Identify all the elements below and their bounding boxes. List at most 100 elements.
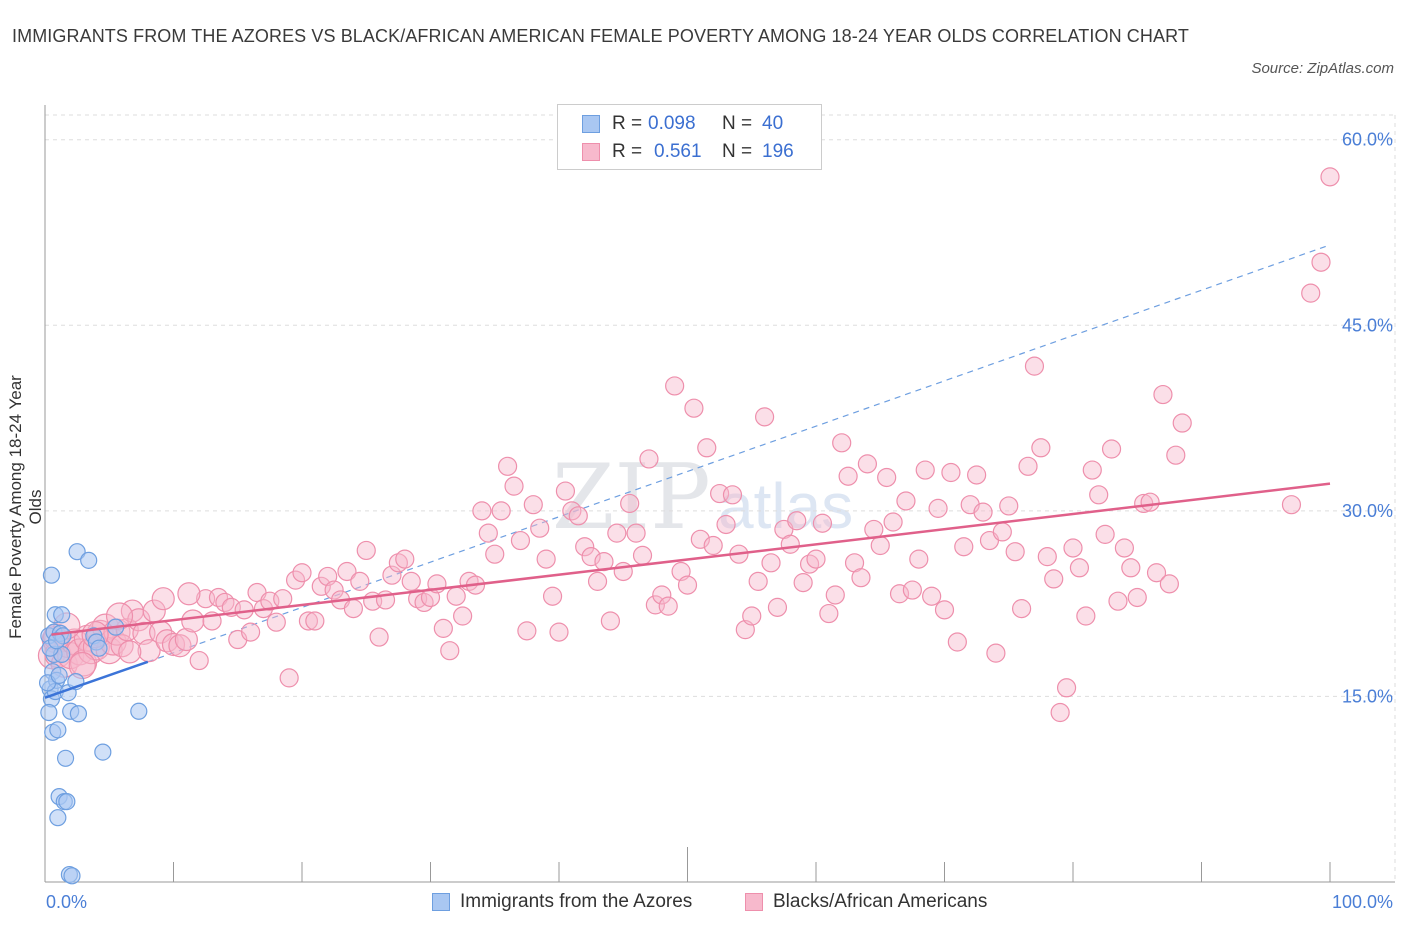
azores-legend-label: Immigrants from the Azores (460, 891, 693, 912)
blacks-point (181, 609, 205, 633)
blacks-point (1127, 587, 1147, 608)
watermark: ZIP atlas (552, 445, 853, 550)
blacks-point (369, 627, 389, 647)
azores-point (53, 606, 71, 624)
blacks-point (909, 549, 929, 569)
blacks-point (472, 501, 492, 521)
y-tick-label: 15.0% (1342, 686, 1393, 706)
n-label: N = (722, 141, 753, 162)
blacks-point (1011, 599, 1032, 619)
watermark-atlas: atlas (718, 470, 853, 542)
blacks-point (889, 584, 910, 604)
blacks-point (607, 523, 627, 543)
blacks-point (395, 549, 415, 569)
azores-point (49, 721, 67, 739)
blacks-point (536, 549, 556, 569)
blacks-point (620, 493, 640, 514)
blacks-point (928, 498, 948, 518)
blacks-point (902, 580, 922, 600)
blacks-point (1018, 456, 1038, 476)
blacks-point (337, 561, 357, 582)
chart-title: IMMIGRANTS FROM THE AZORES VS BLACK/AFRI… (12, 26, 1189, 46)
blacks-point (132, 621, 156, 645)
series-azores-points (38, 543, 148, 885)
blacks-point (1024, 356, 1045, 376)
blacks-point (350, 571, 370, 591)
blacks-point (877, 467, 897, 488)
blacks-point (1166, 445, 1186, 465)
blacks-point (542, 586, 563, 606)
azores-trend-line (44, 660, 149, 699)
blacks-point (999, 496, 1019, 516)
blacks-point (1069, 558, 1090, 578)
blacks-point (311, 576, 331, 596)
blacks-point (305, 611, 325, 631)
blacks-point (600, 611, 621, 631)
legend-item-blacks: Blacks/African Americans (745, 888, 987, 916)
azores-swatch (582, 115, 600, 133)
n-label: N = (722, 113, 753, 134)
blacks-point (174, 627, 198, 652)
blacks-point (478, 523, 498, 543)
blacks-point (1089, 485, 1109, 505)
blacks-point (1005, 542, 1025, 562)
blacks-point (575, 537, 595, 557)
blacks-point (1044, 569, 1064, 589)
blacks-point (838, 466, 858, 486)
source-label: Source: ZipAtlas.com (1251, 60, 1394, 77)
blacks-point (1063, 538, 1083, 558)
legend-item-azores: Immigrants from the Azores (432, 888, 692, 916)
blacks-point (273, 589, 293, 609)
blacks-point (851, 568, 871, 588)
blacks-point (241, 622, 261, 642)
blacks-point (857, 454, 878, 474)
blacks-point (652, 585, 672, 605)
blacks-point (787, 511, 807, 531)
blacks-point (1108, 591, 1128, 611)
blacks-point (992, 522, 1012, 542)
blacks-point (279, 668, 299, 688)
blacks-point (433, 618, 453, 638)
blacks-point (555, 481, 576, 501)
azores-point (56, 749, 75, 767)
blacks-point (401, 571, 421, 591)
blacks-point (870, 535, 890, 556)
blacks-point (799, 554, 820, 574)
blacks-point (703, 535, 723, 556)
r-value: 0.098 (648, 113, 696, 134)
n-value: 196 (762, 141, 794, 162)
blacks-point (722, 485, 743, 505)
blacks-point (767, 597, 788, 617)
blacks-point (414, 592, 434, 613)
blacks-point (697, 438, 717, 458)
blacks-point (491, 501, 511, 521)
azores-point (94, 743, 112, 761)
blacks-point (658, 596, 678, 616)
blacks-point (1153, 384, 1173, 405)
blacks-point (677, 575, 698, 595)
blacks-point (549, 622, 569, 642)
r-value: 0.561 (654, 141, 702, 162)
blacks-point (510, 530, 531, 551)
x-tick-label-max: 100.0% (1332, 892, 1393, 912)
blacks-point (356, 540, 376, 561)
blacks-point (812, 513, 833, 533)
blacks-point (266, 612, 286, 632)
blacks-point (825, 585, 845, 605)
blacks-point (517, 621, 537, 641)
azores-trend-dashed (147, 244, 1331, 663)
blacks-point (382, 565, 402, 585)
blacks-point (639, 449, 659, 469)
blacks-point (581, 547, 601, 567)
blacks-point (1095, 524, 1115, 544)
blacks-point (292, 563, 312, 583)
blacks-point (742, 606, 762, 626)
correlation-legend: R = 0.098 N = 40 R = 0.561 N = 196 (557, 104, 822, 170)
blacks-point (1301, 283, 1321, 303)
blacks-point (896, 491, 916, 511)
axes (44, 105, 1395, 883)
blacks-point (934, 600, 955, 620)
blacks-point (562, 501, 582, 521)
blacks-point (1082, 460, 1102, 480)
blacks-point (1320, 167, 1340, 187)
